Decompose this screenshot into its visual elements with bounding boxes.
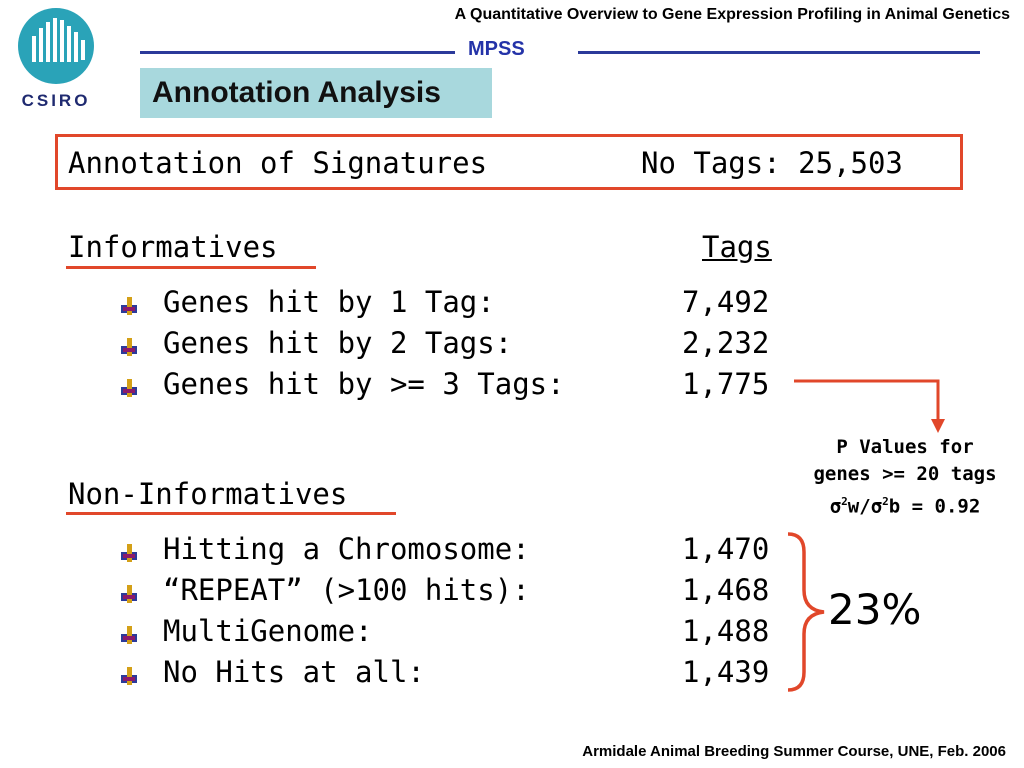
non-informative-item-value: 1,468 bbox=[682, 573, 770, 607]
presentation-title: A Quantitative Overview to Gene Expressi… bbox=[454, 6, 1010, 23]
bullet-icon bbox=[121, 379, 137, 397]
non-informative-item-label: MultiGenome: bbox=[163, 614, 373, 648]
footer-text: Armidale Animal Breeding Summer Course, … bbox=[582, 743, 1006, 760]
informative-item-label: Genes hit by >= 3 Tags: bbox=[163, 367, 565, 401]
informatives-underline bbox=[66, 266, 316, 269]
non-informative-item-label: No Hits at all: bbox=[163, 655, 425, 689]
pvalue-note-line1: P Values for bbox=[836, 436, 974, 458]
signatures-label: Annotation of Signatures bbox=[68, 146, 488, 180]
non-informative-item-value: 1,470 bbox=[682, 532, 770, 566]
pvalue-note-line3: σ2w/σ2b = 0.92 bbox=[829, 495, 981, 518]
header-rule-left bbox=[140, 51, 455, 54]
informative-item-value: 1,775 bbox=[682, 367, 770, 401]
percentage-label: 23% bbox=[828, 585, 922, 634]
informative-item-value: 2,232 bbox=[682, 326, 770, 360]
non-informative-item-label: Hitting a Chromosome: bbox=[163, 532, 530, 566]
informative-item-label: Genes hit by 1 Tag: bbox=[163, 285, 495, 319]
non-informative-item-label: “REPEAT” (>100 hits): bbox=[163, 573, 530, 607]
section-label: MPSS bbox=[468, 38, 525, 60]
title-box bbox=[140, 68, 492, 118]
pvalue-note: P Values for genes >= 20 tags σ2w/σ2b = … bbox=[780, 434, 1024, 520]
informatives-heading: Informatives bbox=[68, 230, 278, 264]
connector-arrow-icon bbox=[794, 379, 945, 433]
signatures-box bbox=[55, 134, 963, 190]
non-informatives-heading: Non-Informatives bbox=[68, 477, 348, 511]
bullet-icon bbox=[121, 544, 137, 562]
bullet-icon bbox=[121, 338, 137, 356]
curly-brace-icon bbox=[787, 532, 825, 692]
bullet-icon bbox=[121, 297, 137, 315]
informative-item-value: 7,492 bbox=[682, 285, 770, 319]
bullet-icon bbox=[121, 585, 137, 603]
non-informatives-underline bbox=[66, 512, 396, 515]
slide-title: Annotation Analysis bbox=[152, 76, 441, 109]
non-informative-item-value: 1,488 bbox=[682, 614, 770, 648]
non-informative-item-value: 1,439 bbox=[682, 655, 770, 689]
tags-column-heading: Tags bbox=[702, 230, 772, 264]
logo-text: CSIRO bbox=[22, 91, 91, 110]
header-rule-right bbox=[578, 51, 980, 54]
bullet-icon bbox=[121, 626, 137, 644]
bullet-icon bbox=[121, 667, 137, 685]
csiro-logo: CSIRO bbox=[18, 8, 94, 110]
informative-item-label: Genes hit by 2 Tags: bbox=[163, 326, 513, 360]
pvalue-note-line2: genes >= 20 tags bbox=[813, 463, 997, 485]
signatures-count: No Tags: 25,503 bbox=[641, 146, 903, 180]
